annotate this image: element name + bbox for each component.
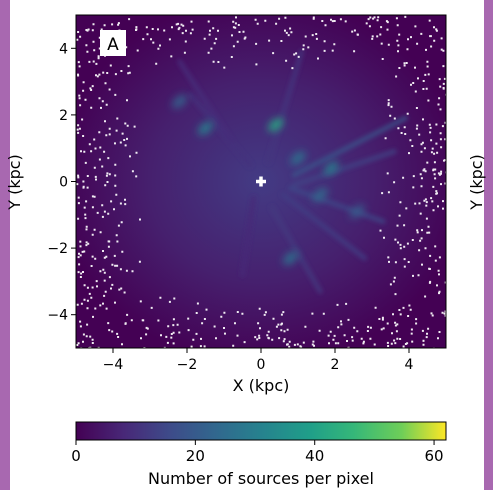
density-streak-6: [265, 49, 305, 165]
y-tick-label: 2: [59, 108, 68, 124]
density-streak-5: [269, 205, 323, 294]
colorbar-tick-label: 0: [71, 447, 81, 465]
y-tick-label: −2: [47, 241, 68, 257]
y-tick-label: −4: [47, 308, 68, 324]
density-streak-3: [288, 185, 386, 224]
density-streak-2: [291, 149, 397, 188]
density-clump-10: [197, 121, 214, 136]
colorbar-tick-label: 40: [305, 447, 324, 465]
colorbar-tick-label: 20: [186, 447, 205, 465]
y-axis-ticks: −4 −2 0 2 4: [47, 41, 76, 324]
streak-layer: [177, 49, 408, 294]
density-streak-4: [280, 192, 368, 261]
sun-plus-marker: [256, 176, 266, 187]
panel-label-box: [100, 30, 126, 56]
x-tick-label: 0: [257, 357, 266, 373]
x-tick-label: −4: [103, 357, 124, 373]
y-tick-label: 4: [59, 41, 68, 57]
colorbar: [75, 421, 447, 441]
x-axis-ticks: −4 −2 0 2 4: [103, 348, 414, 373]
density-streak-7: [188, 92, 253, 168]
colorbar-label: Number of sources per pixel: [148, 469, 374, 488]
density-streak-9: [240, 195, 257, 278]
density-clump-11: [171, 94, 188, 109]
colorbar-tick-label: 60: [425, 447, 444, 465]
x-tick-label: −2: [177, 357, 198, 373]
x-tick-label: 4: [405, 357, 414, 373]
density-clump-15: [312, 187, 328, 202]
density-clump-12: [268, 117, 284, 132]
panel-label: A: [107, 35, 119, 55]
density-clump-16: [282, 251, 299, 266]
sun-marker: [256, 176, 266, 187]
density-streak-8: [177, 59, 234, 145]
y-axis-label-secondary: Y (kpc): [467, 154, 486, 211]
y-axis-label: Y (kpc): [5, 154, 24, 211]
x-tick-label: 2: [331, 357, 340, 373]
density-streak-1: [291, 115, 408, 178]
colorbar-ticks: 0 20 40 60: [71, 440, 444, 465]
y-tick-label: 0: [59, 175, 68, 191]
clump-layer: [171, 94, 365, 266]
density-clump-14: [323, 161, 339, 176]
density-clump-17: [349, 204, 365, 219]
x-axis-label: X (kpc): [233, 376, 290, 395]
density-clump-13: [290, 151, 306, 166]
